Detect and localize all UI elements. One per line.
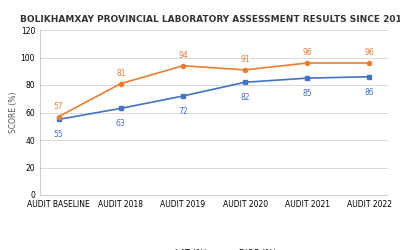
Y-axis label: SCORE (%): SCORE (%) (9, 92, 18, 133)
LAT (%) (367, 75, 372, 78)
Text: 81: 81 (116, 69, 126, 78)
LAT (%) (180, 94, 185, 98)
Text: 57: 57 (54, 102, 64, 111)
Text: 82: 82 (240, 93, 250, 102)
Text: 91: 91 (240, 55, 250, 64)
BIOS (%) (56, 115, 61, 118)
BIOS (%) (305, 62, 310, 64)
Text: 86: 86 (364, 88, 374, 97)
Text: 72: 72 (178, 107, 188, 116)
Text: 63: 63 (116, 120, 126, 128)
Line: BIOS (%): BIOS (%) (56, 61, 372, 119)
Text: 96: 96 (364, 48, 374, 58)
LAT (%) (118, 107, 123, 110)
Text: 96: 96 (302, 48, 312, 58)
Text: 85: 85 (302, 89, 312, 98)
BIOS (%) (243, 68, 248, 71)
Text: 94: 94 (178, 51, 188, 60)
Line: LAT (%): LAT (%) (56, 75, 372, 122)
LAT (%) (243, 81, 248, 84)
LAT (%) (56, 118, 61, 121)
BIOS (%) (180, 64, 185, 67)
Title: BOLIKHAMXAY PROVINCIAL LABORATORY ASSESSMENT RESULTS SINCE 2018: BOLIKHAMXAY PROVINCIAL LABORATORY ASSESS… (20, 15, 400, 24)
BIOS (%) (118, 82, 123, 85)
BIOS (%) (367, 62, 372, 64)
Text: 55: 55 (54, 130, 64, 140)
LAT (%) (305, 76, 310, 80)
Legend: LAT (%), BIOS (%): LAT (%), BIOS (%) (152, 249, 276, 250)
